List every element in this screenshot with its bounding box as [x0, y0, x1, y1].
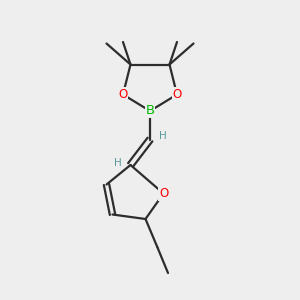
Text: O: O	[159, 187, 168, 200]
Text: H: H	[159, 131, 167, 141]
Text: O: O	[118, 88, 127, 101]
Text: B: B	[146, 104, 154, 118]
Text: H: H	[114, 158, 122, 169]
Text: O: O	[172, 88, 182, 101]
